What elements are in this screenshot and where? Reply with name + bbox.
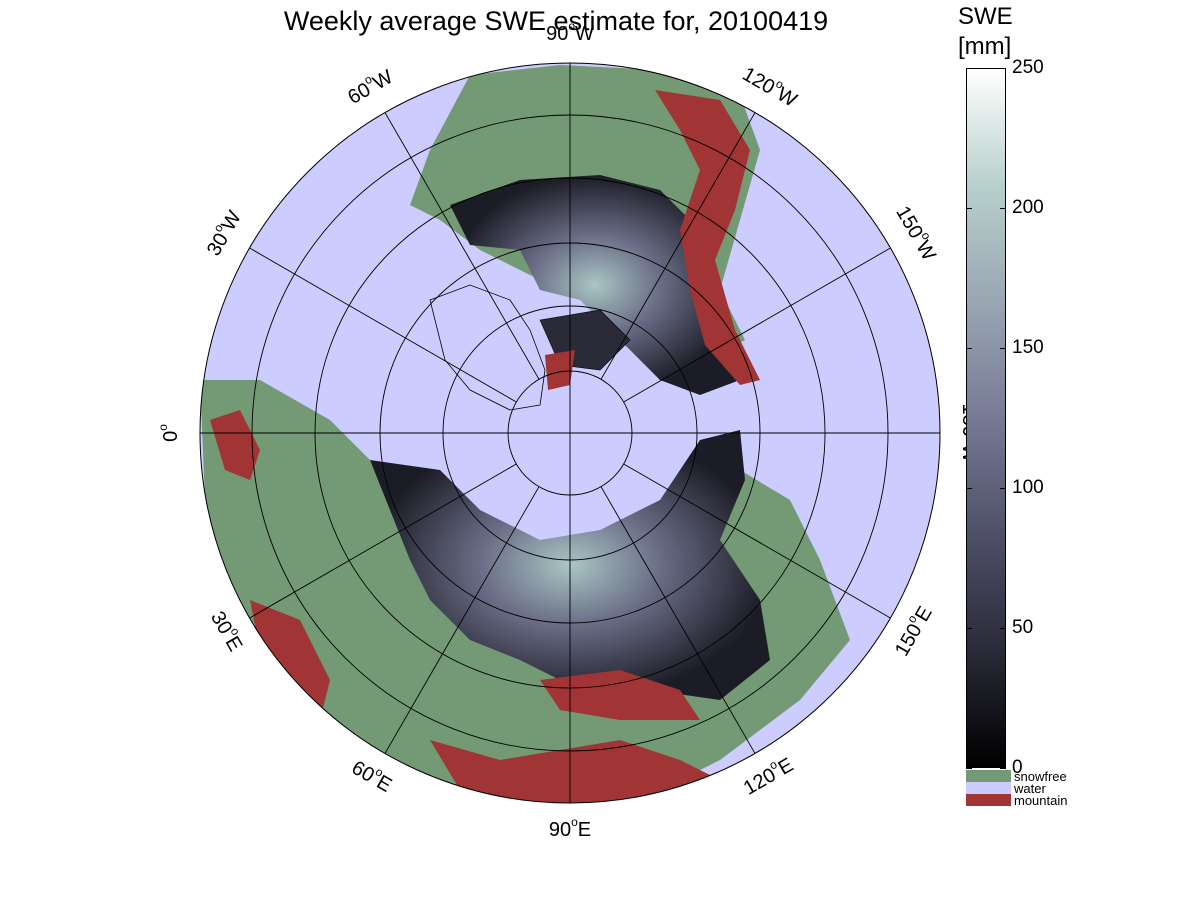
colorbar <box>966 68 1006 768</box>
lon-30e-label: 30oE <box>206 606 250 656</box>
colorbar-tick-label: 250 <box>1012 57 1044 78</box>
colorbar-tick-mark <box>966 628 972 629</box>
meridian-line <box>249 247 517 403</box>
figure-title: Weekly average SWE estimate for, 2010041… <box>283 6 829 36</box>
lon-60e-label: 60oE <box>348 753 398 797</box>
lon-120w-label: 120oW <box>738 60 802 112</box>
colorbar-tick-mark <box>966 68 972 69</box>
colorbar-tick-mark <box>1000 68 1006 69</box>
central-asia-mountains <box>540 670 700 720</box>
lon-degree: 120 <box>738 63 778 99</box>
colorbar-tick-label: 150 <box>1012 337 1044 358</box>
meridian-line <box>623 463 891 619</box>
colorbar-tick-label: 0 <box>1012 757 1023 778</box>
lon-degree: 0 <box>160 431 182 442</box>
colorbar-tick-mark <box>1000 348 1006 349</box>
lon-hemisphere: E <box>775 754 798 780</box>
lon-degree: 60 <box>348 757 378 787</box>
legend-swatch-snowfree <box>966 770 1011 782</box>
svalbard <box>545 350 575 390</box>
meridian-line <box>600 112 756 380</box>
north-america-snow <box>450 175 740 395</box>
colorbar-tick-mark <box>1000 768 1006 769</box>
map-boundary <box>199 62 941 804</box>
legend-label-mountain: mountain <box>1014 793 1068 808</box>
colorbar-tick-mark <box>966 348 972 349</box>
lon-90w-label: 90oW <box>546 19 594 45</box>
lon-150w-label: 150oW <box>891 201 943 265</box>
legend-swatch-water <box>966 782 1011 794</box>
meridians <box>200 63 940 803</box>
colorbar-tick-mark <box>966 768 972 769</box>
lon-hemisphere: W <box>575 23 594 45</box>
graticule <box>199 62 941 804</box>
eurasia-mountains <box>430 740 720 803</box>
lon-degree: 30 <box>203 230 233 260</box>
colorbar-title: SWE [mm] <box>958 2 1013 62</box>
colorbar-title-line1: SWE <box>958 3 1013 30</box>
lon-hemisphere: W <box>369 66 396 95</box>
meridian-line <box>384 486 540 754</box>
legend-label-snowfree: snowfree <box>1014 769 1067 784</box>
lon-30w-label: 30oW <box>200 205 247 260</box>
lon-90e-label: 90oE <box>549 815 591 841</box>
north-america-mountains <box>655 90 760 385</box>
lon-degree: 150 <box>891 620 927 660</box>
meridian-line <box>600 486 756 754</box>
colorbar-tick-label: 100 <box>1012 477 1044 498</box>
lon-degree: 90 <box>546 23 568 45</box>
lon-hemisphere: W <box>911 237 940 264</box>
legend-swatch-mountain <box>966 794 1011 806</box>
meridian-line <box>623 247 891 403</box>
lon-degree: 90 <box>549 819 571 841</box>
degree-symbol: o <box>571 815 578 829</box>
lon-0-label: 0o <box>156 424 182 442</box>
lon-60w-label: 60oW <box>342 63 397 110</box>
legend-label-water: water <box>1014 781 1046 796</box>
caucasus-mountains <box>250 600 330 720</box>
colorbar-title-line2: [mm] <box>958 33 1012 60</box>
colorbar-tick-mark <box>1000 488 1006 489</box>
lon-hemisphere: E <box>578 819 591 841</box>
degree-symbol: o <box>156 424 170 431</box>
degree-symbol: o <box>568 19 575 33</box>
colorbar-tick-mark <box>966 208 972 209</box>
meridian-line <box>249 463 517 619</box>
colorbar-tick-label: 50 <box>1012 617 1034 638</box>
meridian-line <box>384 112 540 380</box>
lon-hemisphere: E <box>220 633 246 656</box>
alps-mountains <box>210 410 260 480</box>
colorbar-tick-mark <box>1000 628 1006 629</box>
land-layer <box>200 65 850 803</box>
colorbar-tick-label: 200 <box>1012 197 1044 218</box>
colorbar-tick-mark <box>966 488 972 489</box>
colorbar-tick-mark <box>1000 208 1006 209</box>
